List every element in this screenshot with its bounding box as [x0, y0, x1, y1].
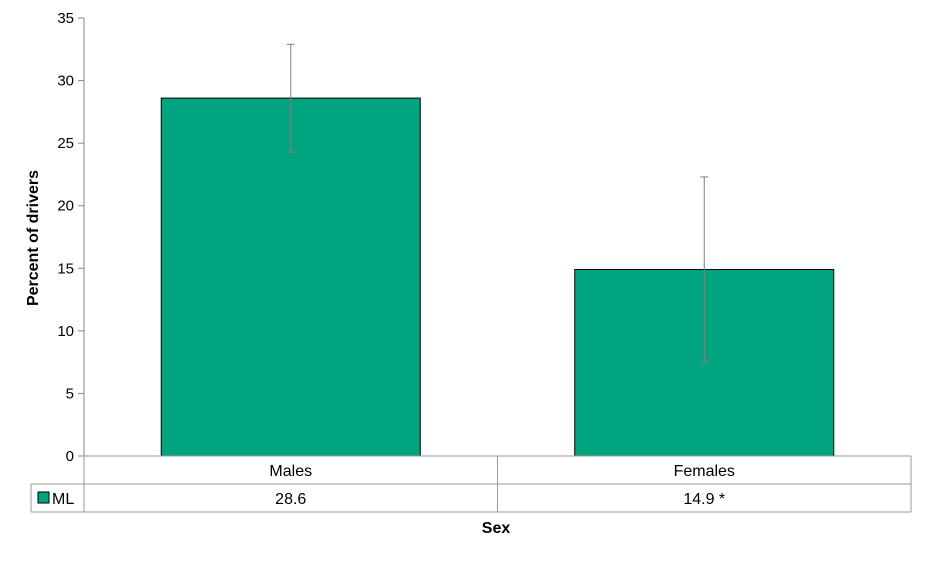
bar-males [160, 97, 421, 457]
x-axis-title: Sex [482, 520, 511, 537]
data-value-label: 14.9 * [683, 491, 725, 508]
y-tick-label: 15 [57, 260, 74, 277]
y-tick-label: 5 [66, 385, 74, 402]
data-value-label: 28.6 [275, 491, 306, 508]
y-tick-label: 35 [57, 10, 74, 27]
category-label: Males [269, 463, 312, 480]
y-tick-label: 25 [57, 135, 74, 152]
y-axis-title: Percent of drivers [25, 170, 42, 306]
y-axis: 0 5 10 15 20 25 30 35 [57, 10, 85, 465]
data-table: Males 28.6 Females 14.9 * ML [30, 455, 912, 513]
y-tick-label: 20 [57, 198, 74, 215]
y-tick-label: 30 [57, 73, 74, 90]
legend-label: ML [52, 491, 74, 508]
category-label: Females [674, 463, 735, 480]
error-bars [286, 43, 709, 363]
y-tick-label: 10 [57, 323, 74, 340]
legend-swatch [37, 491, 50, 504]
bars [160, 97, 835, 457]
y-tick-label: 0 [66, 448, 74, 465]
